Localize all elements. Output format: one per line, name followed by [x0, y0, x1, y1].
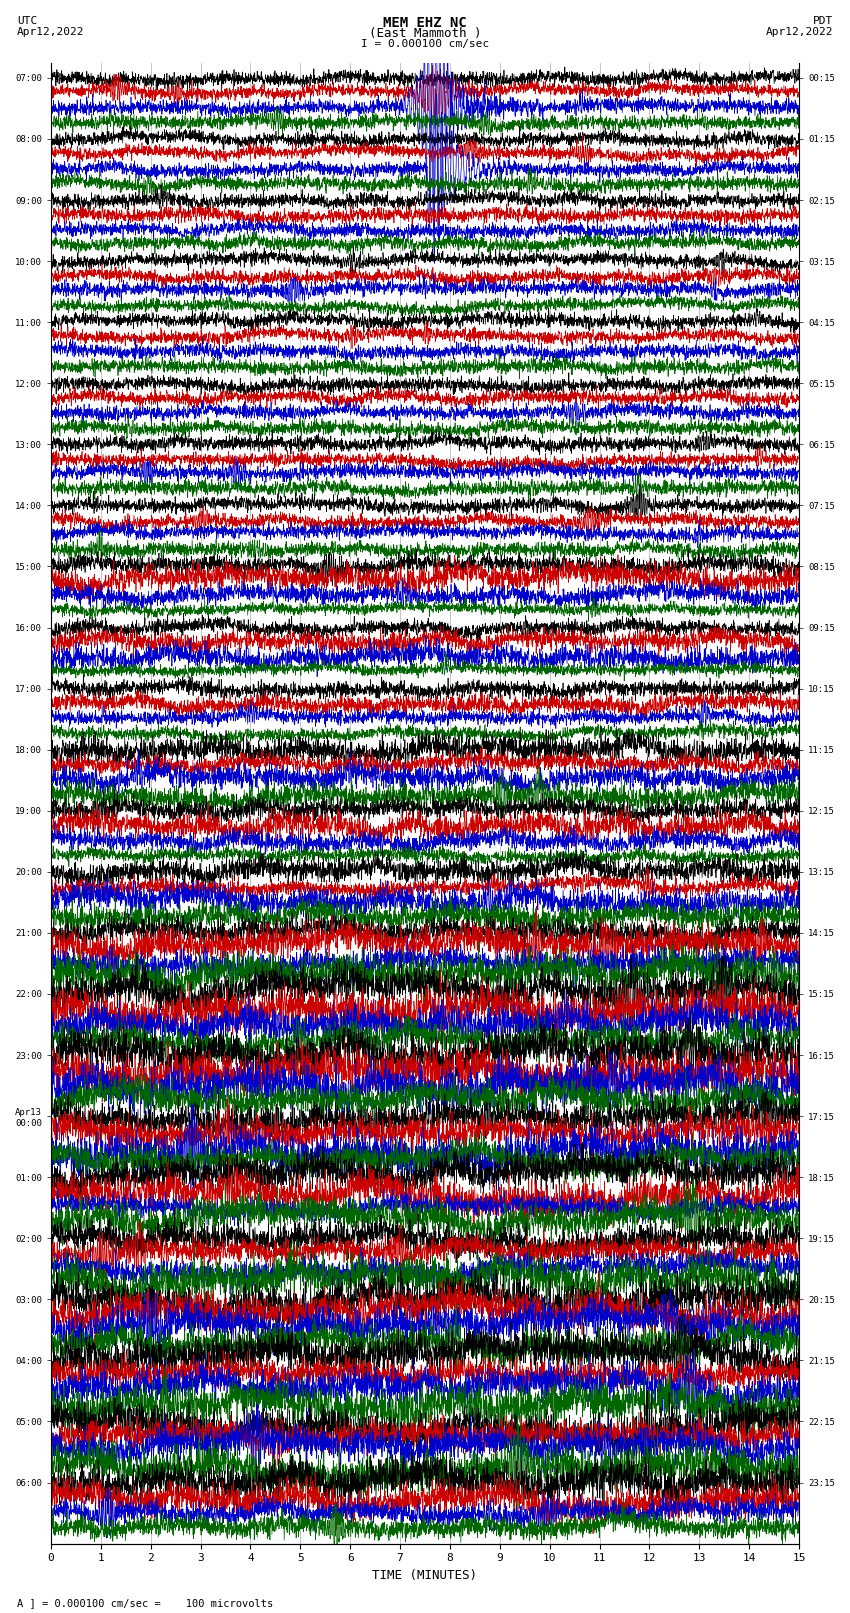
Text: MEM EHZ NC: MEM EHZ NC	[383, 16, 467, 31]
X-axis label: TIME (MINUTES): TIME (MINUTES)	[372, 1569, 478, 1582]
Text: A ] = 0.000100 cm/sec =    100 microvolts: A ] = 0.000100 cm/sec = 100 microvolts	[17, 1598, 273, 1608]
Text: UTC: UTC	[17, 16, 37, 26]
Text: Apr12,2022: Apr12,2022	[766, 27, 833, 37]
Text: (East Mammoth ): (East Mammoth )	[369, 27, 481, 40]
Text: Apr12,2022: Apr12,2022	[17, 27, 84, 37]
Text: PDT: PDT	[813, 16, 833, 26]
Text: I = 0.000100 cm/sec: I = 0.000100 cm/sec	[361, 39, 489, 48]
